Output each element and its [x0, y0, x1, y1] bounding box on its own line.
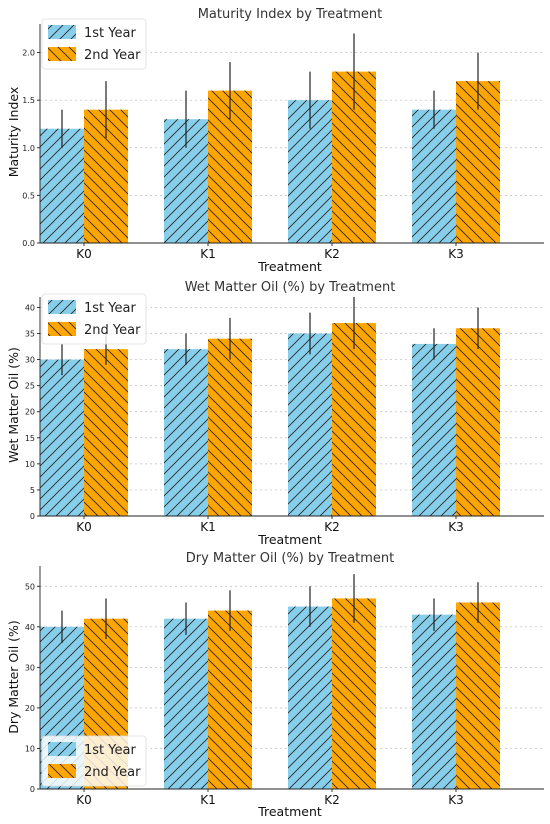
x-tick-label: K0 [76, 247, 92, 261]
bar-hatch [412, 614, 456, 789]
y-tick-label: 2.0 [22, 49, 35, 58]
legend-label: 1st Year [84, 26, 136, 41]
bar [288, 606, 332, 789]
bar-hatch [412, 109, 456, 244]
x-tick-label: K2 [324, 793, 340, 807]
bar [208, 338, 252, 516]
bar [332, 598, 376, 789]
legend-swatch-hatch [48, 764, 76, 778]
legend-swatch-hatch [48, 322, 76, 336]
y-tick-label: 40 [25, 303, 35, 312]
bar [164, 618, 208, 789]
bar-hatch [164, 349, 208, 516]
legend-label: 1st Year [84, 743, 136, 758]
y-axis-label: Wet Matter Oil (%) [6, 347, 21, 463]
bar [40, 359, 84, 516]
x-tick-label: K3 [448, 793, 464, 807]
bar-hatch [332, 598, 376, 789]
x-tick-label: K1 [200, 793, 216, 807]
x-axis-label: Treatment [257, 532, 322, 547]
bar-hatch [456, 328, 500, 516]
y-tick-label: 35 [25, 330, 35, 339]
y-tick-label: 0 [30, 512, 35, 521]
y-tick-label: 0.5 [22, 191, 35, 200]
legend-swatch-hatch [48, 742, 76, 756]
x-tick-label: K1 [200, 247, 216, 261]
panel-dry-matter-oil: Dry Matter Oil (%) by Treatment 0 10 20 30 4… [6, 551, 544, 819]
bar-hatch [164, 618, 208, 789]
chart-title: Maturity Index by Treatment [198, 7, 383, 22]
bar [412, 109, 456, 244]
y-tick-label: 0.0 [22, 239, 35, 248]
y-tick-label: 50 [25, 582, 35, 591]
bar [208, 610, 252, 789]
y-tick-label: 30 [25, 663, 35, 672]
x-tick-label: K3 [448, 247, 464, 261]
bar-hatch [40, 359, 84, 516]
bar-hatch [288, 333, 332, 516]
bar [412, 343, 456, 516]
legend-swatch-hatch [48, 47, 76, 61]
panel-maturity-index: Maturity Index by Treatment 0.0 0.5 1.0 1.5… [6, 7, 544, 274]
bar-hatch [208, 610, 252, 789]
bar-hatch [412, 343, 456, 516]
x-tick-label: K2 [324, 247, 340, 261]
y-tick-label: 20 [25, 408, 35, 417]
panel-wet-matter-oil: Wet Matter Oil (%) by Treatment 0 5 10 15 20… [6, 280, 544, 547]
bar-hatch [288, 606, 332, 789]
x-tick-label: K0 [76, 793, 92, 807]
y-tick-label: 10 [25, 744, 35, 753]
bar [332, 323, 376, 516]
legend: 1st Year 2nd Year [41, 18, 147, 70]
bar-hatch [208, 338, 252, 516]
chart-title: Dry Matter Oil (%) by Treatment [186, 551, 394, 566]
legend-label: 1st Year [84, 301, 136, 316]
y-tick-label: 20 [25, 704, 35, 713]
x-tick-label: K0 [76, 520, 92, 534]
y-tick-label: 15 [25, 434, 35, 443]
legend-label: 2nd Year [84, 765, 141, 780]
bar [164, 349, 208, 516]
x-tick-label: K1 [200, 520, 216, 534]
x-axis-label: Treatment [257, 804, 322, 819]
legend-label: 2nd Year [84, 48, 141, 63]
y-tick-label: 5 [30, 486, 35, 495]
legend-swatch-hatch [48, 25, 76, 39]
legend-label: 2nd Year [84, 323, 141, 338]
x-tick-label: K3 [448, 520, 464, 534]
x-axis-label: Treatment [257, 259, 322, 274]
bar [288, 333, 332, 516]
x-tick-label: K2 [324, 520, 340, 534]
bar [456, 602, 500, 789]
bar [84, 349, 128, 516]
bar-hatch [456, 602, 500, 789]
y-tick-label: 1.5 [22, 96, 35, 105]
y-tick-label: 0 [30, 785, 35, 794]
y-tick-label: 25 [25, 382, 35, 391]
y-tick-label: 10 [25, 460, 35, 469]
bar-hatch [84, 349, 128, 516]
y-tick-label: 1.0 [22, 144, 35, 153]
y-axis-label: Maturity Index [6, 87, 21, 178]
legend: 1st Year 2nd Year [41, 293, 147, 345]
legend: 1st Year 2nd Year [41, 735, 147, 787]
bar [456, 328, 500, 516]
bar [412, 614, 456, 789]
y-tick-label: 30 [25, 356, 35, 365]
bar [332, 71, 376, 243]
y-tick-label: 40 [25, 623, 35, 632]
chart-title: Wet Matter Oil (%) by Treatment [185, 280, 396, 295]
legend-swatch-hatch [48, 300, 76, 314]
bar-hatch [332, 323, 376, 516]
y-axis-label: Dry Matter Oil (%) [6, 620, 21, 734]
